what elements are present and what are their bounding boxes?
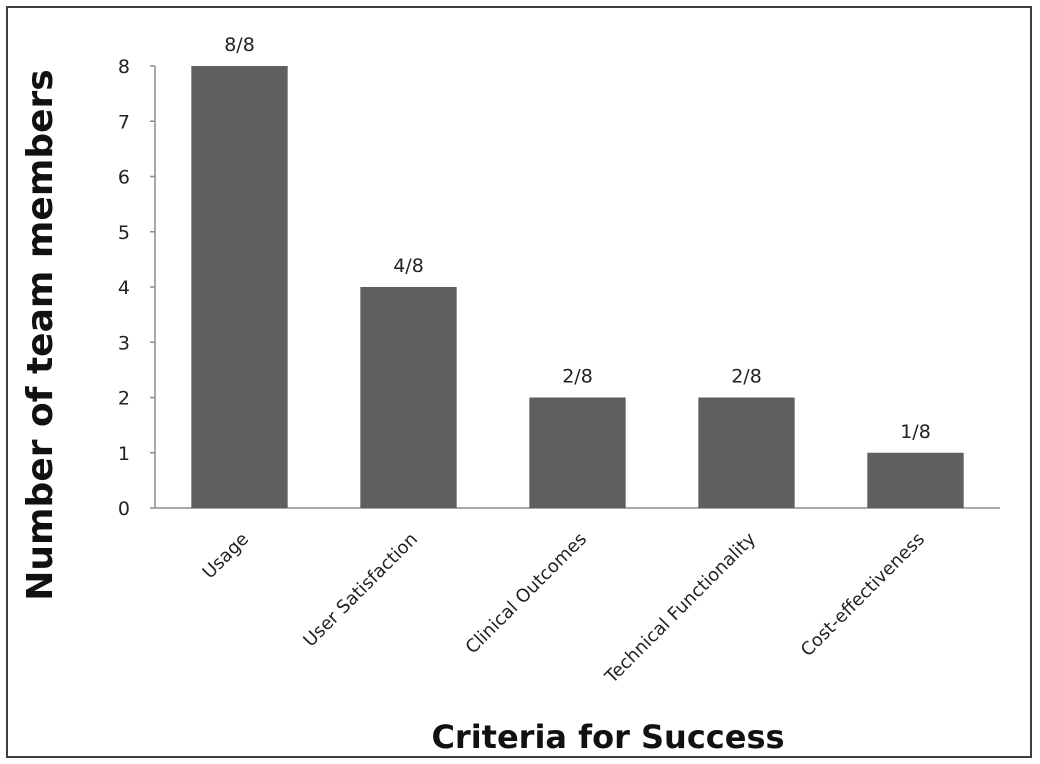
bar-data-label: 4/8 — [393, 255, 424, 277]
y-tick-label: 2 — [118, 388, 130, 410]
category-labels: Usage User Satisfaction Clinical Outcomes T… — [199, 528, 930, 688]
bar — [191, 66, 288, 508]
bars — [191, 66, 964, 508]
bar — [360, 287, 457, 508]
bar — [867, 452, 964, 508]
data-labels: 8/8 4/8 2/8 2/8 1/8 — [224, 34, 931, 443]
y-tick-label: 8 — [118, 56, 130, 78]
bar — [698, 397, 795, 508]
y-tick-label: 0 — [118, 498, 130, 520]
chart-frame — [6, 6, 1032, 758]
y-tick-label: 1 — [118, 443, 130, 465]
category-label: Cost-effectiveness — [797, 529, 929, 661]
bar — [529, 397, 626, 508]
bar-data-label: 2/8 — [562, 366, 593, 388]
y-tick-label: 6 — [118, 167, 130, 189]
bar-data-label: 1/8 — [900, 421, 931, 443]
x-axis-title: Criteria for Success — [431, 718, 784, 756]
y-axis: 0 1 2 3 4 5 6 7 8 — [118, 56, 156, 520]
y-axis-title: Number of team members — [20, 69, 61, 600]
category-label: Technical Functionality — [600, 528, 760, 688]
category-label: Clinical Outcomes — [462, 529, 592, 659]
y-tick-label: 5 — [118, 222, 130, 244]
y-tick-label: 3 — [118, 332, 130, 354]
bar-data-label: 8/8 — [224, 34, 255, 56]
category-label: User Satisfaction — [299, 529, 422, 652]
category-label: Usage — [199, 529, 254, 584]
bar-data-label: 2/8 — [731, 366, 762, 388]
y-tick-label: 7 — [118, 111, 130, 133]
y-tick-label: 4 — [118, 277, 130, 299]
